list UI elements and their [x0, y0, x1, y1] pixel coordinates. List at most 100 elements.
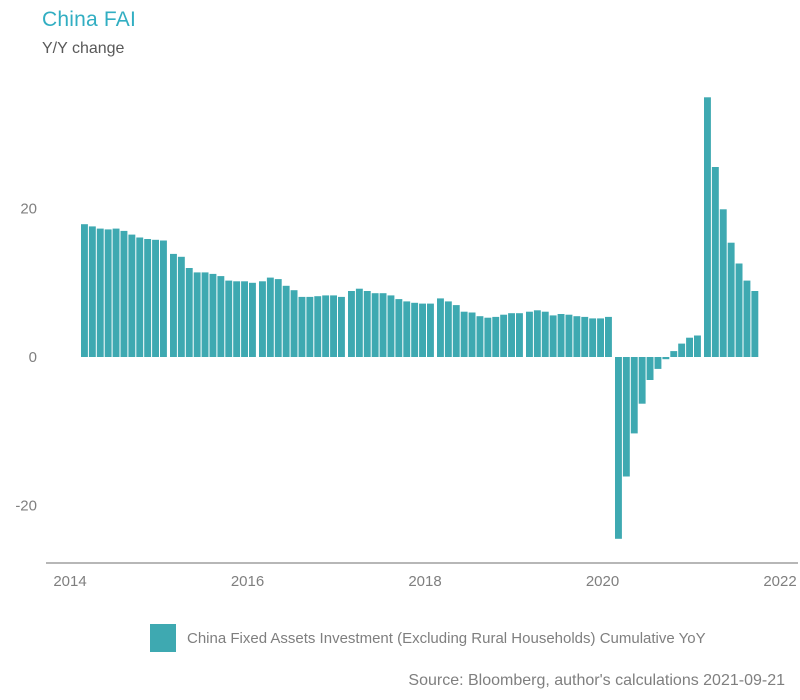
- bar-2014-03: [88, 226, 96, 357]
- bar-2014-02: [81, 224, 88, 357]
- bar-2014-04: [96, 228, 104, 357]
- bar-2015-08: [217, 276, 225, 357]
- bar-2016-07: [298, 296, 306, 357]
- bar-2018-10: [500, 314, 508, 357]
- bar-2021-05: [727, 242, 735, 357]
- bar-2016-02: [259, 281, 266, 357]
- bar-2018-09: [492, 316, 500, 357]
- legend: China Fixed Assets Investment (Excluding…: [150, 624, 706, 652]
- y-tick-label: 20: [20, 201, 37, 218]
- bar-2019-10: [589, 318, 597, 357]
- bar-2014-09: [136, 237, 144, 357]
- chart-title: China FAI: [42, 8, 137, 31]
- bar-2015-09: [225, 280, 233, 357]
- bar-2017-05: [371, 293, 379, 357]
- bar-2015-05: [193, 272, 201, 357]
- bar-2018-04: [452, 305, 460, 357]
- bar-2020-08: [662, 357, 670, 360]
- bar-2016-09: [314, 296, 322, 357]
- bar-2017-06: [379, 293, 387, 357]
- legend-label: China Fixed Assets Investment (Excluding…: [187, 629, 706, 647]
- bar-2016-03: [266, 277, 274, 357]
- bar-2016-10: [322, 295, 330, 357]
- bar-2017-12: [427, 303, 434, 357]
- bar-2021-08: [751, 291, 759, 357]
- bar-2019-07: [565, 314, 573, 357]
- bar-2020-07: [654, 357, 662, 369]
- bar-2020-03: [622, 357, 630, 477]
- bar-2019-02: [526, 311, 533, 357]
- bar-2015-12: [249, 282, 256, 357]
- bar-2020-10: [678, 343, 686, 357]
- bar-2020-12: [694, 335, 701, 357]
- bar-2015-10: [233, 281, 241, 357]
- bar-2020-09: [670, 351, 678, 357]
- x-tick-label: 2016: [231, 573, 264, 590]
- bar-2017-08: [395, 299, 403, 357]
- bar-2018-08: [484, 317, 492, 357]
- bar-2018-12: [516, 313, 523, 357]
- bar-2015-04: [185, 268, 193, 357]
- bar-2016-04: [274, 279, 282, 357]
- source-note: Source: Bloomberg, author's calculations…: [408, 672, 785, 689]
- bar-2016-05: [282, 285, 290, 357]
- bar-2017-07: [387, 295, 395, 357]
- y-tick-label: -20: [15, 497, 37, 514]
- bar-2019-03: [533, 310, 541, 357]
- bar-2014-10: [144, 239, 152, 357]
- bar-2018-05: [460, 311, 468, 357]
- bar-2015-02: [170, 253, 177, 357]
- bar-2020-11: [686, 337, 693, 357]
- bar-2014-06: [112, 228, 120, 357]
- bar-2015-03: [177, 256, 185, 357]
- bar-2019-11: [597, 318, 604, 357]
- bar-2014-07: [120, 230, 128, 357]
- bar-2014-05: [104, 229, 112, 357]
- bar-2018-03: [444, 301, 452, 357]
- bar-2018-07: [476, 316, 484, 357]
- bar-2016-11: [330, 295, 337, 357]
- bar-2018-06: [468, 312, 476, 357]
- x-tick-label: 2018: [408, 573, 441, 590]
- bar-2019-12: [605, 316, 612, 357]
- bar-2018-11: [508, 313, 515, 357]
- legend-swatch: [150, 624, 176, 652]
- bar-2018-02: [437, 298, 444, 357]
- bar-2015-11: [241, 281, 248, 357]
- bar-2020-05: [638, 357, 646, 404]
- bar-2019-05: [549, 315, 557, 357]
- bar-2017-03: [355, 288, 363, 357]
- bar-2014-08: [128, 234, 136, 357]
- x-tick-label: 2022: [763, 573, 796, 590]
- y-tick-label: 0: [29, 349, 37, 366]
- bar-2015-07: [209, 273, 217, 357]
- bar-2021-04: [719, 209, 727, 357]
- x-tick-label: 2020: [586, 573, 619, 590]
- bar-2021-02: [704, 97, 711, 358]
- bar-2015-06: [201, 272, 209, 357]
- bar-2019-06: [557, 314, 565, 357]
- bar-2014-11: [152, 239, 159, 357]
- bar-2021-06: [735, 263, 743, 357]
- bar-2021-03: [711, 167, 719, 357]
- bar-2019-04: [541, 311, 549, 357]
- bar-2016-06: [290, 290, 298, 357]
- bar-2017-04: [363, 291, 371, 357]
- bar-2017-02: [348, 291, 355, 357]
- bar-2020-02: [615, 357, 622, 539]
- bar-2019-09: [581, 316, 589, 357]
- bar-2021-07: [743, 280, 751, 357]
- bar-2014-12: [160, 240, 167, 357]
- chart-subtitle: Y/Y change: [42, 40, 125, 57]
- bar-2019-08: [573, 316, 581, 357]
- bar-2017-10: [411, 302, 419, 357]
- bar-2016-08: [306, 296, 314, 357]
- bar-2016-12: [338, 296, 345, 357]
- bar-2020-04: [630, 357, 638, 434]
- bar-2017-11: [419, 303, 426, 357]
- x-tick-label: 2014: [53, 573, 86, 590]
- bar-2020-06: [646, 357, 654, 380]
- bar-2017-09: [403, 301, 411, 357]
